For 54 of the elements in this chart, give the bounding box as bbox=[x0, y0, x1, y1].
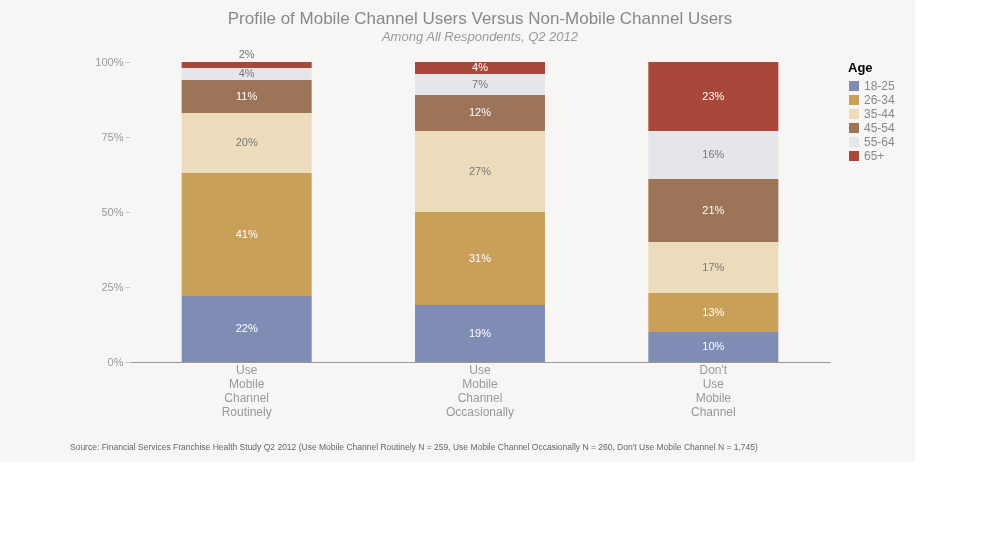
x-tick-label: Use Mobile Channel Occasionally bbox=[445, 362, 515, 419]
legend-label: 18-25 bbox=[864, 79, 896, 93]
legend-label: 45-54 bbox=[864, 121, 896, 135]
data-label: 7% bbox=[472, 77, 489, 90]
y-tick-label: 75% bbox=[101, 130, 124, 143]
y-tick-label: 100% bbox=[95, 55, 124, 68]
legend-label: 55-64 bbox=[864, 135, 896, 149]
data-label: 4% bbox=[238, 67, 255, 79]
bar bbox=[648, 131, 779, 179]
data-label: 4% bbox=[472, 61, 489, 73]
bar bbox=[415, 212, 545, 305]
bar bbox=[181, 68, 312, 80]
legend-title: Age bbox=[848, 60, 873, 75]
data-label: 11% bbox=[236, 89, 258, 102]
data-label: 31% bbox=[468, 251, 492, 264]
bar bbox=[648, 62, 779, 131]
bar bbox=[181, 173, 312, 296]
data-label: 23% bbox=[702, 89, 725, 102]
bar bbox=[181, 80, 312, 113]
data-label: 12% bbox=[468, 106, 492, 118]
x-tick-label: Use Mobile Channel Routinely bbox=[221, 362, 272, 419]
data-label: 27% bbox=[468, 164, 492, 177]
data-label: 22% bbox=[235, 322, 258, 334]
bar bbox=[181, 296, 312, 362]
x-tick-label: Don't Use Mobile Channel bbox=[690, 362, 736, 419]
y-tick-label: 25% bbox=[101, 280, 124, 293]
bar bbox=[648, 332, 779, 362]
source-note: Source: Financial Services Franchise Health Study Q2 2012 (Use Mobile Channel Routinely N = 259, Use Mobile Channel Occasionally N = 260, Don't Use Mobile Channel N = 1,745) bbox=[70, 442, 759, 452]
bar bbox=[181, 113, 312, 173]
y-tick-label: 50% bbox=[101, 205, 124, 218]
legend-label: 65+ bbox=[864, 149, 885, 163]
data-label: 13% bbox=[702, 305, 725, 318]
data-label: 21% bbox=[702, 203, 725, 216]
bar bbox=[648, 242, 779, 293]
bar bbox=[648, 293, 779, 332]
bar bbox=[181, 62, 312, 68]
data-label: 10% bbox=[702, 340, 725, 352]
bar bbox=[415, 305, 545, 362]
bar bbox=[648, 179, 779, 242]
data-label: 41% bbox=[235, 227, 258, 240]
bar bbox=[415, 131, 545, 212]
data-label: 2% bbox=[238, 48, 255, 60]
bar bbox=[415, 74, 545, 95]
chart-subtitle: Among All Respondents, Q2 2012 bbox=[380, 29, 579, 44]
chart-title: Profile of Mobile Channel Users Versus Non-Mobile Channel Users bbox=[227, 9, 733, 28]
bar bbox=[415, 62, 545, 74]
legend-label: 26-34 bbox=[864, 93, 896, 107]
data-label: 16% bbox=[702, 148, 725, 160]
y-tick-label: 0% bbox=[107, 355, 124, 368]
data-label: 17% bbox=[702, 260, 725, 273]
bar bbox=[415, 95, 545, 131]
legend-label: 35-44 bbox=[864, 107, 896, 121]
data-label: 19% bbox=[468, 326, 492, 339]
data-label: 20% bbox=[235, 136, 258, 148]
